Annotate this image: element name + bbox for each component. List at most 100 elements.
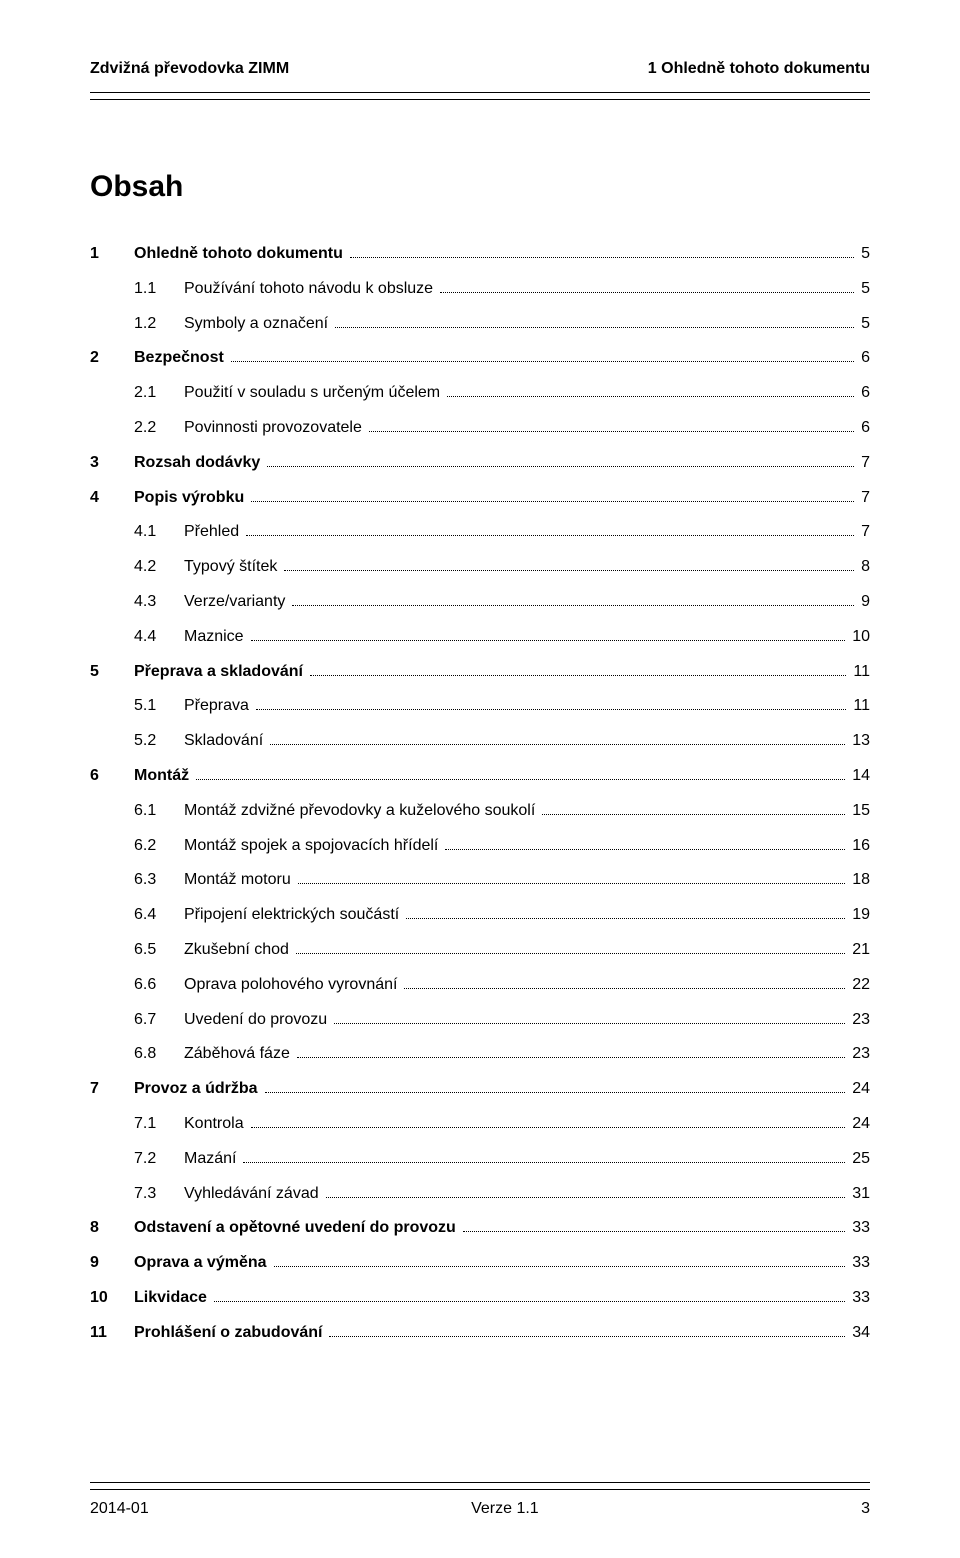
toc-label: Použití v souladu s určeným účelem (184, 383, 444, 404)
toc-page-number: 6 (857, 418, 870, 439)
toc-number: 6.7 (134, 1010, 184, 1031)
header-left: Zdvižná převodovka ZIMM (90, 60, 289, 78)
toc-leader (196, 779, 845, 780)
toc-page-number: 23 (848, 1010, 870, 1031)
toc-label: Montáž (134, 766, 193, 787)
toc-leader (246, 535, 854, 536)
toc-number: 6.2 (134, 836, 184, 857)
toc-row: 5Přeprava a skladování11 (90, 662, 870, 683)
toc-number: 6.1 (134, 801, 184, 822)
page-header: Zdvižná převodovka ZIMM 1 Ohledně tohoto… (90, 60, 870, 100)
toc-leader (256, 709, 846, 710)
toc-page-number: 9 (857, 592, 870, 613)
toc-row: 6.2Montáž spojek a spojovacích hřídelí16 (90, 836, 870, 857)
toc-label: Záběhová fáze (184, 1044, 294, 1065)
toc-label: Symboly a označení (184, 314, 332, 335)
toc-page-number: 22 (848, 975, 870, 996)
toc-leader (326, 1197, 846, 1198)
toc-row: 1.1Používání tohoto návodu k obsluze 5 (90, 279, 870, 300)
toc-number: 5 (90, 662, 134, 683)
toc-label: Vyhledávání závad (184, 1184, 323, 1205)
toc-row: 8Odstavení a opětovné uvedení do provozu… (90, 1218, 870, 1239)
toc-page-number: 11 (849, 662, 870, 683)
toc-number: 7.1 (134, 1114, 184, 1135)
toc-page-number: 6 (857, 348, 870, 369)
toc-label: Přehled (184, 522, 243, 543)
toc-row: 4.1Přehled7 (90, 522, 870, 543)
toc-number: 4.3 (134, 592, 184, 613)
toc: 1Ohledně tohoto dokumentu51.1Používání t… (90, 244, 870, 1344)
toc-number: 1.1 (134, 279, 184, 300)
footer-center: Verze 1.1 (471, 1500, 539, 1518)
toc-leader (334, 1023, 845, 1024)
footer-rule-bottom (90, 1489, 870, 1490)
toc-row: 2Bezpečnost6 (90, 348, 870, 369)
toc-number: 5.1 (134, 696, 184, 717)
toc-label: Ohledně tohoto dokumentu (134, 244, 347, 265)
toc-label: Povinnosti provozovatele (184, 418, 366, 439)
toc-number: 8 (90, 1218, 134, 1239)
toc-label: Provoz a údržba (134, 1079, 262, 1100)
toc-row: 6.8Záběhová fáze23 (90, 1044, 870, 1065)
toc-label: Maznice (184, 627, 248, 648)
toc-number: 4.2 (134, 557, 184, 578)
toc-leader (292, 605, 854, 606)
toc-title: Obsah (90, 170, 870, 204)
toc-number: 9 (90, 1253, 134, 1274)
toc-number: 5.2 (134, 731, 184, 752)
toc-row: 6Montáž14 (90, 766, 870, 787)
toc-number: 7.2 (134, 1149, 184, 1170)
toc-row: 6.6Oprava polohového vyrovnání22 (90, 975, 870, 996)
header-right: 1 Ohledně tohoto dokumentu (648, 60, 870, 78)
toc-row: 6.4Připojení elektrických součástí19 (90, 905, 870, 926)
toc-page-number: 16 (848, 836, 870, 857)
page: Zdvižná převodovka ZIMM 1 Ohledně tohoto… (0, 0, 960, 1558)
toc-page-number: 13 (848, 731, 870, 752)
footer-left: 2014-01 (90, 1500, 149, 1518)
toc-label: Používání tohoto návodu k obsluze (184, 279, 437, 300)
toc-number: 7 (90, 1079, 134, 1100)
toc-row: 9Oprava a výměna33 (90, 1253, 870, 1274)
toc-page-number: 34 (848, 1323, 870, 1344)
toc-leader (231, 361, 854, 362)
toc-label: Typový štítek (184, 557, 281, 578)
toc-row: 1Ohledně tohoto dokumentu 5 (90, 244, 870, 265)
toc-leader (274, 1266, 846, 1267)
toc-number: 2.1 (134, 383, 184, 404)
toc-page-number: 24 (848, 1079, 870, 1100)
toc-page-number: 5 (857, 244, 870, 265)
toc-number: 4 (90, 488, 134, 509)
toc-leader (251, 501, 854, 502)
toc-page-number: 18 (848, 870, 870, 891)
toc-leader (406, 918, 845, 919)
toc-number: 1.2 (134, 314, 184, 335)
toc-row: 6.1Montáž zdvižné převodovky a kuželovéh… (90, 801, 870, 822)
toc-page-number: 6 (857, 383, 870, 404)
toc-page-number: 5 (857, 279, 870, 300)
toc-label: Kontrola (184, 1114, 248, 1135)
toc-page-number: 19 (848, 905, 870, 926)
toc-page-number: 7 (857, 488, 870, 509)
toc-page-number: 25 (848, 1149, 870, 1170)
toc-number: 6.6 (134, 975, 184, 996)
toc-number: 1 (90, 244, 134, 265)
content: Obsah 1Ohledně tohoto dokumentu51.1Použí… (90, 100, 870, 1442)
toc-page-number: 14 (848, 766, 870, 787)
toc-label: Montáž zdvižné převodovky a kuželového s… (184, 801, 539, 822)
footer-row: 2014-01 Verze 1.1 3 (90, 1500, 870, 1518)
toc-label: Odstavení a opětovné uvedení do provozu (134, 1218, 460, 1239)
toc-row: 5.2Skladování13 (90, 731, 870, 752)
toc-row: 7.2Mazání25 (90, 1149, 870, 1170)
toc-leader (329, 1336, 845, 1337)
toc-number: 4.4 (134, 627, 184, 648)
toc-label: Přeprava (184, 696, 253, 717)
page-footer: 2014-01 Verze 1.1 3 (90, 1482, 870, 1518)
toc-page-number: 15 (848, 801, 870, 822)
toc-page-number: 10 (848, 627, 870, 648)
toc-leader (463, 1231, 845, 1232)
footer-rule-top (90, 1482, 870, 1483)
toc-leader (440, 292, 854, 293)
toc-leader (310, 675, 846, 676)
toc-label: Montáž motoru (184, 870, 295, 891)
toc-leader (251, 640, 846, 641)
